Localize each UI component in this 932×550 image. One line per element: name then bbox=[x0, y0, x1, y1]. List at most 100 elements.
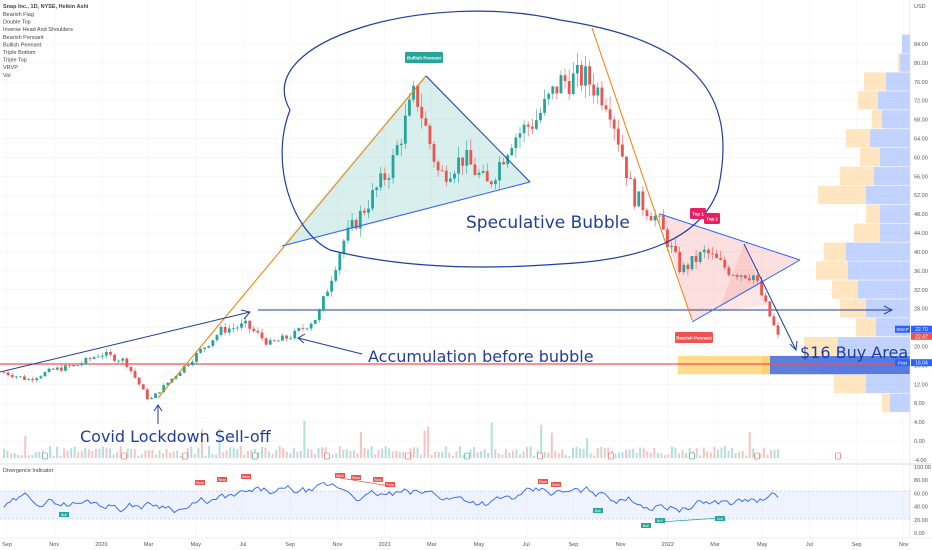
volume-bar bbox=[526, 447, 529, 458]
divergence-axis: 100.00 80.00 60.00 40.00 20.00 0.00 bbox=[914, 465, 931, 537]
candle-body bbox=[178, 372, 182, 377]
volume-bar bbox=[713, 446, 716, 458]
candle-body bbox=[358, 210, 362, 229]
bull-badge-text: Bull bbox=[657, 519, 663, 523]
volume-bar bbox=[434, 451, 437, 458]
volume-bar bbox=[158, 450, 161, 458]
volume-bar bbox=[63, 448, 66, 458]
price-tag-value: 22.47 bbox=[915, 334, 928, 340]
volume-bar bbox=[589, 453, 592, 458]
price-tag-bg bbox=[911, 332, 932, 340]
volume-bar bbox=[416, 447, 419, 458]
y-tick-label: 16.00 bbox=[914, 363, 928, 369]
volume-bar bbox=[296, 451, 299, 458]
y-tick-label: 20.00 bbox=[914, 344, 928, 350]
candle-body bbox=[633, 178, 637, 207]
bear-badge bbox=[385, 482, 395, 487]
volume-bar bbox=[3, 448, 5, 458]
vp-bar-down bbox=[816, 261, 848, 280]
volume-bar bbox=[52, 455, 55, 458]
volume-bar bbox=[504, 449, 507, 458]
legend-item: Double Top bbox=[3, 20, 31, 26]
candlesticks bbox=[2, 52, 780, 401]
candle-body bbox=[674, 246, 678, 252]
volume-bar bbox=[734, 453, 737, 458]
candle-body bbox=[2, 372, 6, 374]
div-tick-label: 0.00 bbox=[914, 531, 925, 537]
accumulation-arrow-head bbox=[297, 333, 306, 344]
chart-title: Snap Inc., 1D, NYSE, Heikin Ashi bbox=[3, 4, 89, 10]
candle-body bbox=[68, 365, 71, 367]
candle-body bbox=[772, 316, 776, 326]
candle-body bbox=[268, 340, 272, 345]
candle-body bbox=[526, 124, 530, 127]
candle-body bbox=[203, 347, 207, 349]
volume-bar bbox=[207, 446, 210, 458]
volume-bar bbox=[420, 454, 423, 458]
volume-bar bbox=[112, 454, 115, 458]
candle-body bbox=[150, 398, 153, 400]
price-tag-name-bg bbox=[895, 359, 910, 367]
volume-bar bbox=[441, 451, 444, 458]
y-tick-label: 0.00 bbox=[914, 439, 925, 445]
vp-bar-up bbox=[848, 261, 910, 280]
candle-body bbox=[174, 376, 178, 379]
bear-badge bbox=[538, 479, 548, 484]
candle-body bbox=[522, 124, 526, 134]
legend-item: VRVP bbox=[3, 65, 18, 71]
volume-bar bbox=[667, 454, 670, 458]
volume-bar bbox=[384, 446, 387, 458]
candle-body bbox=[293, 330, 297, 339]
y-tick-label: 48.00 bbox=[914, 212, 928, 218]
volume-bar bbox=[299, 450, 302, 458]
volume-bar bbox=[508, 452, 511, 458]
volume-bar bbox=[681, 450, 684, 458]
vp-bar-up bbox=[880, 147, 910, 167]
volume-bar bbox=[483, 449, 486, 458]
candle-body bbox=[264, 338, 268, 345]
candle-body bbox=[248, 320, 252, 329]
price-tag-name-bg bbox=[895, 325, 910, 333]
candle-body bbox=[186, 365, 190, 366]
candle-body bbox=[399, 143, 403, 146]
volume-bar bbox=[229, 447, 232, 458]
div-tick-label: 100.00 bbox=[914, 465, 931, 471]
legend-item: Triple Bottom bbox=[3, 50, 36, 56]
volume-bar bbox=[473, 447, 476, 458]
volume-bar bbox=[745, 455, 748, 458]
volume-bar bbox=[437, 451, 440, 458]
y-tick-label: 4.00 bbox=[914, 420, 925, 426]
bull-badge bbox=[655, 518, 665, 523]
volume-bar bbox=[140, 454, 143, 458]
candle-body bbox=[51, 368, 55, 370]
volume-bar bbox=[338, 446, 341, 458]
volume-bar bbox=[699, 455, 702, 458]
volume-bar bbox=[582, 448, 585, 458]
volume-bar bbox=[674, 447, 677, 458]
candle-body bbox=[133, 370, 137, 378]
candle-body bbox=[227, 328, 231, 333]
candle-body bbox=[555, 86, 559, 94]
currency-label: USD bbox=[914, 4, 926, 10]
vp-bar-up bbox=[880, 204, 910, 223]
candle-body bbox=[653, 215, 657, 221]
candle-body bbox=[440, 170, 444, 172]
volume-bar bbox=[126, 448, 129, 458]
volume-bar bbox=[101, 446, 104, 458]
candle-body bbox=[776, 325, 780, 335]
candle-body bbox=[383, 173, 387, 180]
vp-bar-down bbox=[832, 280, 858, 299]
volume-bar bbox=[777, 449, 779, 458]
volume-bar bbox=[769, 450, 772, 458]
candle-body bbox=[72, 365, 76, 367]
candle-body bbox=[166, 382, 170, 386]
legend-item: Triple Top bbox=[3, 58, 27, 64]
x-tick-label: Jul bbox=[239, 542, 246, 548]
volume-bar bbox=[709, 452, 712, 458]
price-tag-name: Post bbox=[898, 361, 908, 366]
vp-bar-up bbox=[866, 185, 910, 205]
y-tick-label: 8.00 bbox=[914, 401, 925, 407]
candle-body bbox=[285, 335, 288, 339]
volume-bar bbox=[6, 450, 9, 458]
